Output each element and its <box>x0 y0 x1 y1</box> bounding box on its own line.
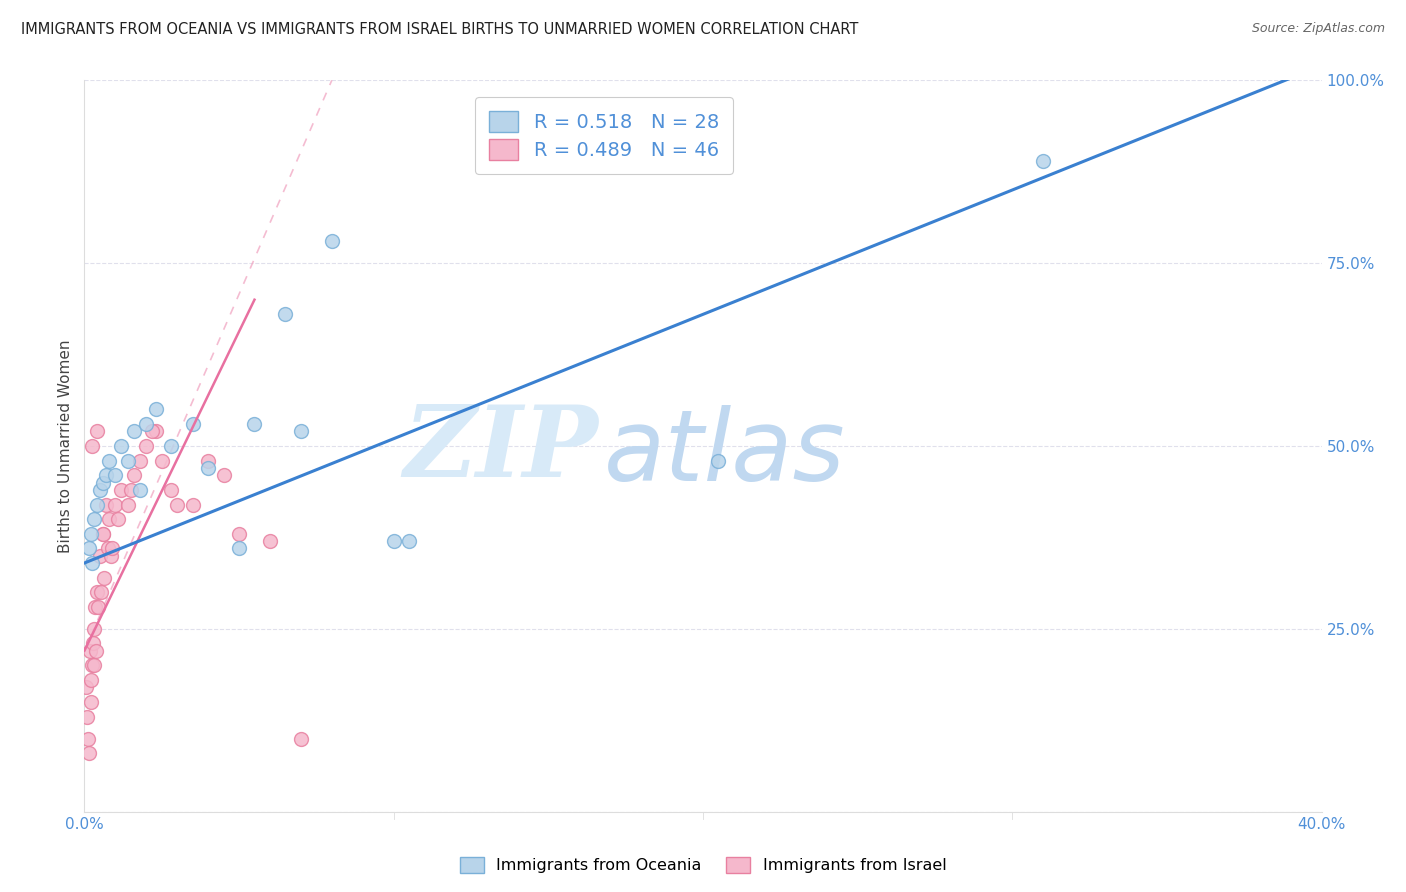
Point <box>243 417 266 431</box>
Point <box>82 658 104 673</box>
Point <box>145 402 167 417</box>
Legend: Immigrants from Oceania, Immigrants from Israel: Immigrants from Oceania, Immigrants from… <box>453 850 953 880</box>
Point <box>274 307 297 321</box>
Point <box>91 526 114 541</box>
Point <box>79 526 101 541</box>
Point <box>141 425 163 439</box>
Point <box>212 468 235 483</box>
Point <box>101 541 124 556</box>
Point <box>321 234 343 248</box>
Point <box>129 453 152 467</box>
Point <box>398 534 420 549</box>
Point <box>100 549 122 563</box>
Point <box>259 534 281 549</box>
Point <box>82 556 104 570</box>
Point <box>181 498 204 512</box>
Point <box>90 585 112 599</box>
Point <box>290 425 312 439</box>
Point <box>228 541 250 556</box>
Point <box>83 512 105 526</box>
Point <box>110 483 132 497</box>
Point <box>707 453 730 467</box>
Point <box>83 622 105 636</box>
Point <box>94 498 117 512</box>
Legend: R = 0.518   N = 28, R = 0.489   N = 46: R = 0.518 N = 28, R = 0.489 N = 46 <box>475 97 733 174</box>
Point <box>145 425 167 439</box>
Point <box>197 453 219 467</box>
Point <box>94 468 117 483</box>
Point <box>181 417 204 431</box>
Point <box>86 498 108 512</box>
Point <box>104 498 127 512</box>
Text: atlas: atlas <box>605 405 845 502</box>
Point <box>75 681 97 695</box>
Point <box>290 731 312 746</box>
Point <box>91 475 114 490</box>
Text: ZIP: ZIP <box>404 401 598 498</box>
Y-axis label: Births to Unmarried Women: Births to Unmarried Women <box>58 339 73 553</box>
Point <box>98 453 121 467</box>
Point <box>129 483 152 497</box>
Point <box>84 644 107 658</box>
Point <box>87 599 110 614</box>
Point <box>122 425 145 439</box>
Point <box>89 483 111 497</box>
Point <box>76 709 98 723</box>
Point <box>104 468 127 483</box>
Point <box>135 417 157 431</box>
Point <box>77 731 100 746</box>
Point <box>122 468 145 483</box>
Point <box>77 541 100 556</box>
Point <box>89 549 111 563</box>
Point <box>197 461 219 475</box>
Point <box>98 512 121 526</box>
Point <box>382 534 405 549</box>
Point <box>86 425 108 439</box>
Point <box>79 673 101 687</box>
Point <box>80 695 103 709</box>
Point <box>1032 153 1054 168</box>
Point <box>107 512 129 526</box>
Point <box>91 526 114 541</box>
Point <box>83 658 105 673</box>
Point <box>110 439 132 453</box>
Point <box>117 453 139 467</box>
Text: IMMIGRANTS FROM OCEANIA VS IMMIGRANTS FROM ISRAEL BIRTHS TO UNMARRIED WOMEN CORR: IMMIGRANTS FROM OCEANIA VS IMMIGRANTS FR… <box>21 22 859 37</box>
Point <box>82 439 104 453</box>
Point <box>166 498 188 512</box>
Point <box>96 541 118 556</box>
Point <box>120 483 142 497</box>
Point <box>228 526 250 541</box>
Point <box>160 483 183 497</box>
Point <box>77 746 100 760</box>
Text: Source: ZipAtlas.com: Source: ZipAtlas.com <box>1251 22 1385 36</box>
Point <box>79 644 101 658</box>
Point <box>93 571 115 585</box>
Point <box>82 636 104 650</box>
Point <box>135 439 157 453</box>
Point <box>86 585 108 599</box>
Point <box>84 599 107 614</box>
Point <box>117 498 139 512</box>
Point <box>160 439 183 453</box>
Point <box>150 453 173 467</box>
